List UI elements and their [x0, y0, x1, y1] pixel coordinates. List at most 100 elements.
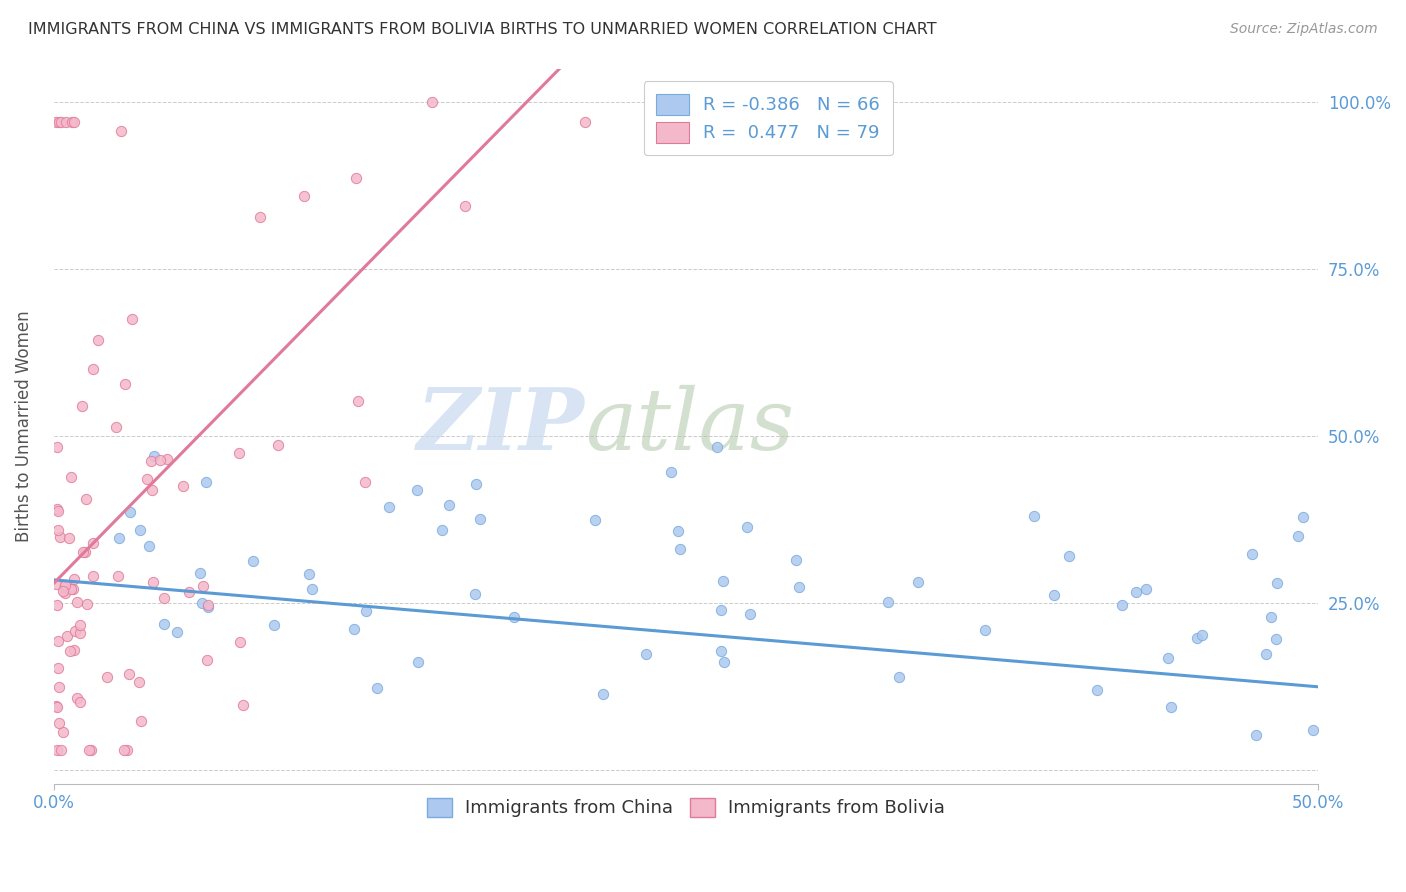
Point — [86, 333, 108, 347]
Point — [711, 574, 734, 588]
Point — [82, 535, 104, 549]
Point — [406, 483, 429, 497]
Point — [188, 566, 211, 580]
Point — [1187, 631, 1209, 645]
Point — [76, 597, 98, 611]
Point — [66, 595, 89, 609]
Point — [669, 542, 692, 557]
Point — [118, 505, 141, 519]
Point — [46, 598, 69, 612]
Point — [1043, 589, 1066, 603]
Point — [108, 531, 131, 545]
Point — [104, 419, 127, 434]
Point — [301, 582, 323, 596]
Point — [354, 603, 377, 617]
Point — [59, 644, 82, 658]
Point — [1302, 723, 1324, 737]
Point — [53, 577, 76, 591]
Point — [877, 595, 900, 609]
Point — [107, 569, 129, 583]
Point — [128, 524, 150, 538]
Point — [1241, 547, 1264, 561]
Point — [574, 115, 596, 129]
Point — [75, 492, 97, 507]
Point — [62, 582, 84, 597]
Point — [72, 400, 94, 414]
Point — [887, 670, 910, 684]
Point — [249, 210, 271, 224]
Y-axis label: Births to Unmarried Women: Births to Unmarried Women — [15, 310, 32, 542]
Point — [437, 498, 460, 512]
Point — [1265, 575, 1288, 590]
Point — [69, 625, 91, 640]
Point — [195, 475, 218, 489]
Point — [973, 624, 995, 638]
Point — [1157, 651, 1180, 665]
Point — [1291, 510, 1313, 524]
Point — [343, 623, 366, 637]
Point — [69, 617, 91, 632]
Point — [1254, 647, 1277, 661]
Point — [52, 580, 75, 594]
Point — [229, 635, 252, 649]
Point — [60, 470, 83, 484]
Point — [464, 587, 486, 601]
Point — [112, 743, 135, 757]
Point — [142, 575, 165, 590]
Point — [46, 503, 69, 517]
Text: ZIP: ZIP — [418, 384, 585, 468]
Point — [114, 377, 136, 392]
Point — [63, 624, 86, 639]
Point — [266, 437, 288, 451]
Point — [907, 574, 929, 589]
Point — [48, 716, 70, 731]
Point — [72, 545, 94, 559]
Point — [1057, 549, 1080, 563]
Point — [110, 124, 132, 138]
Point — [465, 477, 488, 491]
Point — [46, 523, 69, 537]
Point — [58, 531, 80, 545]
Point — [121, 312, 143, 326]
Point — [82, 362, 104, 376]
Point — [149, 452, 172, 467]
Point — [659, 465, 682, 479]
Point — [55, 585, 77, 599]
Point — [1085, 682, 1108, 697]
Point — [193, 579, 215, 593]
Text: atlas: atlas — [585, 384, 794, 467]
Point — [66, 691, 89, 706]
Point — [128, 674, 150, 689]
Point — [48, 115, 70, 129]
Point — [592, 687, 614, 701]
Point — [51, 115, 73, 129]
Point — [96, 669, 118, 683]
Point — [156, 451, 179, 466]
Point — [152, 591, 174, 605]
Point — [228, 446, 250, 460]
Point — [1286, 529, 1309, 543]
Point — [503, 610, 526, 624]
Point — [141, 483, 163, 497]
Point — [80, 743, 103, 757]
Point — [197, 598, 219, 612]
Point — [82, 568, 104, 582]
Point — [298, 566, 321, 581]
Point — [139, 454, 162, 468]
Point — [1260, 610, 1282, 624]
Point — [785, 553, 807, 567]
Point — [366, 681, 388, 696]
Point — [666, 524, 689, 539]
Point — [197, 599, 219, 614]
Point — [63, 115, 86, 129]
Point — [62, 572, 84, 586]
Point — [292, 189, 315, 203]
Point — [73, 545, 96, 559]
Point — [166, 625, 188, 640]
Point — [45, 115, 67, 129]
Point — [69, 695, 91, 709]
Point — [1125, 585, 1147, 599]
Point — [45, 698, 67, 713]
Point — [138, 539, 160, 553]
Point — [1160, 700, 1182, 714]
